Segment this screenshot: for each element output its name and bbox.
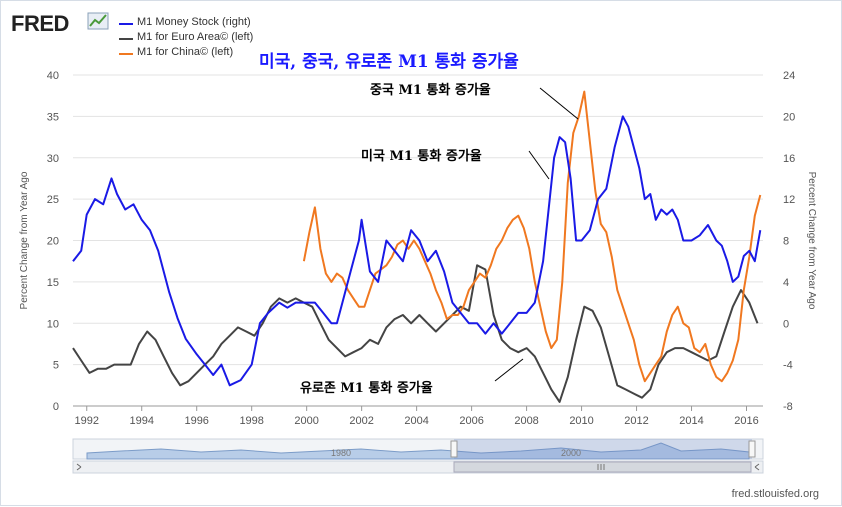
scrollbar-thumb[interactable] [453, 461, 752, 473]
x-tick-label: 1996 [184, 415, 208, 427]
y-tick-label: 20 [47, 236, 59, 248]
y-right-tick-label: 4 [783, 277, 789, 289]
legend-swatch-china [119, 53, 133, 55]
legend-label-euro: M1 for Euro Area© (left) [137, 31, 254, 43]
y-right-tick-label: 24 [783, 70, 795, 82]
navigator-label: 2000 [561, 448, 581, 458]
navigator-handle-left[interactable] [450, 440, 458, 458]
y-right-tick-label: 0 [783, 318, 789, 330]
y-axis-label-right: Percent Change from Year Ago [806, 172, 817, 310]
y-tick-label: 10 [47, 318, 59, 330]
annotation-china: 중국 M1 통화 증가율 [370, 83, 491, 98]
annotation-us: 미국 M1 통화 증가율 [361, 149, 482, 164]
scrollbar-grip-icon [597, 464, 605, 470]
chart-title: 미국, 중국, 유로존 M1 통화 증가율 [259, 52, 519, 72]
annotation-pointer-us [528, 150, 550, 180]
x-tick-label: 2016 [734, 415, 758, 427]
y-tick-label: 0 [53, 401, 59, 413]
y-right-tick-label: 16 [783, 153, 795, 165]
y-tick-label: 40 [47, 70, 59, 82]
fred-logo[interactable]: FRED [11, 11, 69, 36]
scroll-left-arrow-icon[interactable] [76, 463, 82, 471]
x-tick-label: 1992 [75, 415, 99, 427]
x-tick-label: 2012 [624, 415, 648, 427]
x-tick-label: 1994 [129, 415, 153, 427]
x-tick-label: 2010 [569, 415, 593, 427]
x-tick-label: 2004 [404, 415, 428, 427]
x-tick-label: 1998 [239, 415, 263, 427]
y-tick-label: 25 [47, 194, 59, 206]
y-axis-label-left: Percent Change from Year Ago [19, 171, 30, 309]
y-right-tick-label: 8 [783, 236, 789, 248]
scroll-right-arrow-icon[interactable] [754, 463, 760, 471]
series-line-euro-m1 [72, 264, 759, 403]
y-right-tick-label: 20 [783, 111, 795, 123]
y-tick-label: 5 [53, 360, 59, 372]
legend-swatch-euro [119, 38, 133, 40]
x-tick-label: 2008 [514, 415, 538, 427]
navigator-selected-range [454, 439, 752, 459]
navigator-handle-right[interactable] [748, 440, 756, 458]
legend-swatch-us [119, 23, 133, 25]
y-tick-label: 35 [47, 111, 59, 123]
y-tick-label: 30 [47, 153, 59, 165]
legend-label-china: M1 for China© (left) [137, 46, 234, 58]
x-tick-label: 2014 [679, 415, 703, 427]
source-credit[interactable]: fred.stlouisfed.org [731, 488, 819, 500]
annotation-pointer-china [539, 87, 579, 120]
annotation-pointer-euro [494, 358, 524, 382]
y-right-tick-label: 12 [783, 194, 795, 206]
legend-label-us: M1 Money Stock (right) [137, 16, 251, 28]
y-right-tick-label: -8 [783, 401, 793, 413]
navigator-label: 1980 [331, 448, 351, 458]
annotation-euro: 유로존 M1 통화 증가율 [300, 381, 433, 396]
x-tick-label: 2000 [294, 415, 318, 427]
navigator-series-preview [86, 442, 750, 460]
y-right-tick-label: -4 [783, 360, 793, 372]
series-line-us-m1 [72, 115, 762, 387]
y-tick-label: 15 [47, 277, 59, 289]
chart-line-icon [87, 12, 109, 30]
x-tick-label: 2006 [459, 415, 483, 427]
x-tick-label: 2002 [349, 415, 373, 427]
